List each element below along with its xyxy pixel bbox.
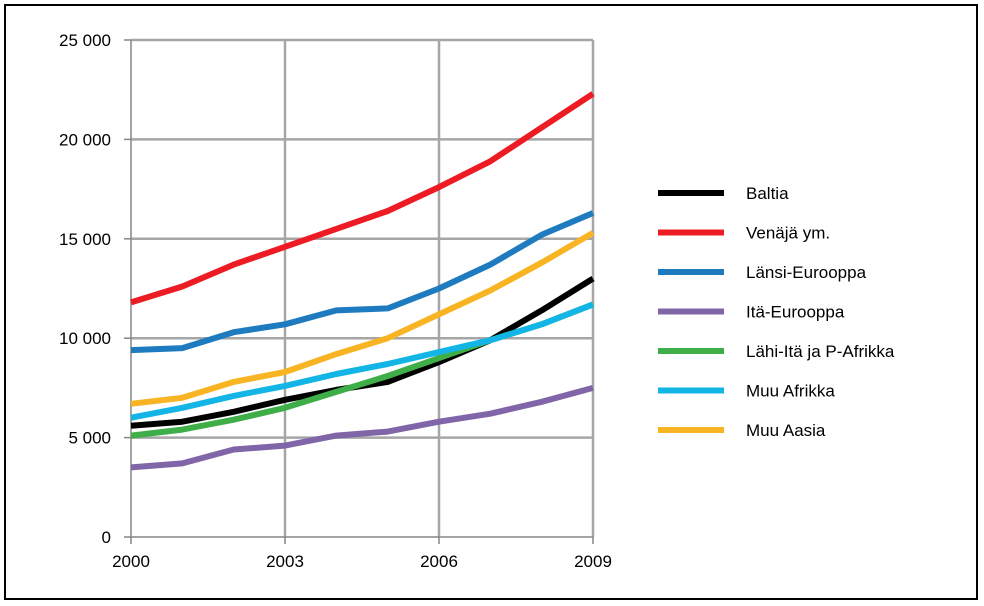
- legend-label: Länsi-Eurooppa: [746, 263, 867, 282]
- legend-label: Muu Afrikka: [746, 382, 835, 401]
- grid-lines: [131, 38, 595, 537]
- legend: Baltia Venäjä ym. Länsi-Eurooppa Itä-Euroop…: [658, 184, 895, 440]
- series-line-muu-aasia: [130, 230, 595, 407]
- legend-label: Lähi-Itä ja P-Afrikka: [746, 342, 895, 361]
- axes: [124, 39, 594, 544]
- y-tick-label: 15 000: [59, 230, 111, 249]
- series-line-itä-eurooppa: [130, 385, 594, 471]
- chart-frame: [4, 4, 978, 600]
- y-axis-tick-labels: 0 5 000 10 000 15 000 20 000 25 000: [59, 31, 111, 547]
- legend-label: Muu Aasia: [746, 421, 826, 440]
- legend-label: Baltia: [746, 184, 789, 203]
- y-tick-label: 20 000: [59, 130, 111, 149]
- x-tick-label: 2009: [574, 552, 612, 571]
- series-line-muu-afrikka: [130, 301, 595, 421]
- y-tick-label: 5 000: [68, 429, 111, 448]
- x-axis-tick-labels: 2000 2003 2006 2009: [112, 552, 612, 571]
- y-tick-label: 10 000: [59, 329, 111, 348]
- series-line-venäjä-ym-: [130, 91, 595, 306]
- y-tick-label: 25 000: [59, 31, 111, 50]
- x-tick-label: 2000: [112, 552, 150, 571]
- series-line-länsi-eurooppa: [130, 210, 595, 354]
- series-lines: [130, 91, 595, 471]
- x-tick-label: 2006: [420, 552, 458, 571]
- y-tick-label: 0: [102, 528, 111, 547]
- legend-label: Venäjä ym.: [746, 224, 830, 243]
- legend-label: Itä-Eurooppa: [746, 303, 845, 322]
- x-tick-label: 2003: [266, 552, 304, 571]
